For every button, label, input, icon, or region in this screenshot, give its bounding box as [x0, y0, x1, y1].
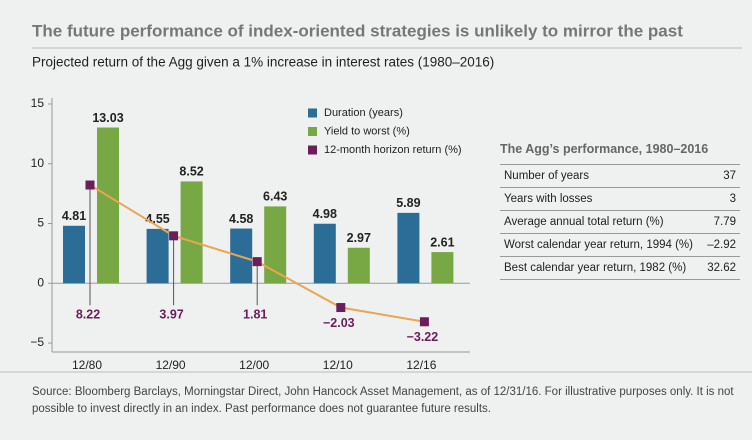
table-cell: Worst calendar year return, 1994 (%) [504, 239, 693, 251]
value-label: −3.22 [407, 330, 439, 344]
value-label: 4.55 [145, 212, 169, 226]
table-row: Years with losses 3 [500, 187, 740, 210]
value-label: 5.89 [396, 196, 420, 210]
x-tick-label: 12/10 [323, 358, 353, 372]
marker [169, 231, 179, 241]
y-tick-label: −5 [30, 335, 44, 349]
marker [252, 257, 262, 267]
table-cell: Best calendar year return, 1982 (%) [504, 262, 687, 274]
value-label: 8.22 [76, 308, 100, 322]
marker [336, 303, 346, 313]
y-tick-label: 10 [31, 156, 45, 170]
value-label: 6.43 [263, 190, 287, 204]
y-tick-label: 5 [37, 216, 44, 230]
legend-label: Duration (years) [324, 107, 403, 119]
bar [97, 127, 119, 284]
bar [347, 247, 370, 284]
bar [431, 252, 454, 284]
source-note: Source: Bloomberg Barclays, Morningstar … [32, 386, 734, 415]
bar [397, 212, 420, 284]
value-label: 4.98 [313, 207, 337, 221]
x-tick-label: 12/90 [156, 358, 186, 372]
bar [146, 228, 169, 284]
table-cell: –2.92 [707, 239, 736, 251]
legend-swatch [308, 145, 317, 155]
bar [313, 223, 336, 284]
x-tick-label: 12/16 [406, 358, 436, 372]
chart-title: The future performance of index-oriented… [32, 21, 683, 40]
table-cell: Years with losses [504, 193, 593, 205]
legend-label: 12-month horizon return (%) [324, 144, 462, 156]
bar [63, 225, 85, 284]
legend-label: Yield to worst (%) [324, 125, 410, 137]
value-label: 2.97 [347, 231, 371, 245]
value-label: 1.81 [243, 308, 267, 322]
legend-swatch [308, 108, 317, 118]
bar [180, 181, 203, 284]
table-cell: 7.79 [713, 216, 736, 228]
table-title: The Agg’s performance, 1980–2016 [500, 142, 709, 156]
table-row: Best calendar year return, 1982 (%) 32.62 [500, 256, 740, 280]
table-cell: 37 [723, 170, 736, 182]
value-label: 8.52 [179, 165, 203, 179]
value-label: 13.03 [92, 111, 123, 125]
chart-subtitle: Projected return of the Agg given a 1% i… [32, 55, 494, 70]
table-cell: Average annual total return (%) [504, 216, 664, 228]
y-tick-label: 15 [31, 96, 45, 110]
y-tick-label: 0 [37, 275, 44, 289]
value-label: 2.61 [430, 235, 454, 249]
value-label: 3.97 [159, 308, 183, 322]
x-tick-label: 12/00 [239, 358, 269, 372]
marker [85, 180, 95, 190]
value-label: 4.58 [229, 212, 253, 226]
table-cell: 32.62 [707, 262, 736, 274]
table-cell: Number of years [504, 170, 590, 182]
table-cell: 3 [729, 193, 736, 205]
table-row: Number of years 37 [500, 164, 740, 187]
value-label: 4.81 [62, 209, 86, 223]
table: The Agg’s performance, 1980–2016 Number o… [500, 142, 740, 280]
marker [419, 317, 429, 327]
value-label: −2.03 [323, 316, 355, 330]
table-row: Worst calendar year return, 1994 (%) –2.9… [500, 233, 740, 256]
legend-swatch [308, 127, 317, 136]
x-tick-label: 12/80 [72, 358, 102, 372]
table-row: Average annual total return (%) 7.79 [500, 210, 740, 233]
bar [264, 206, 287, 284]
